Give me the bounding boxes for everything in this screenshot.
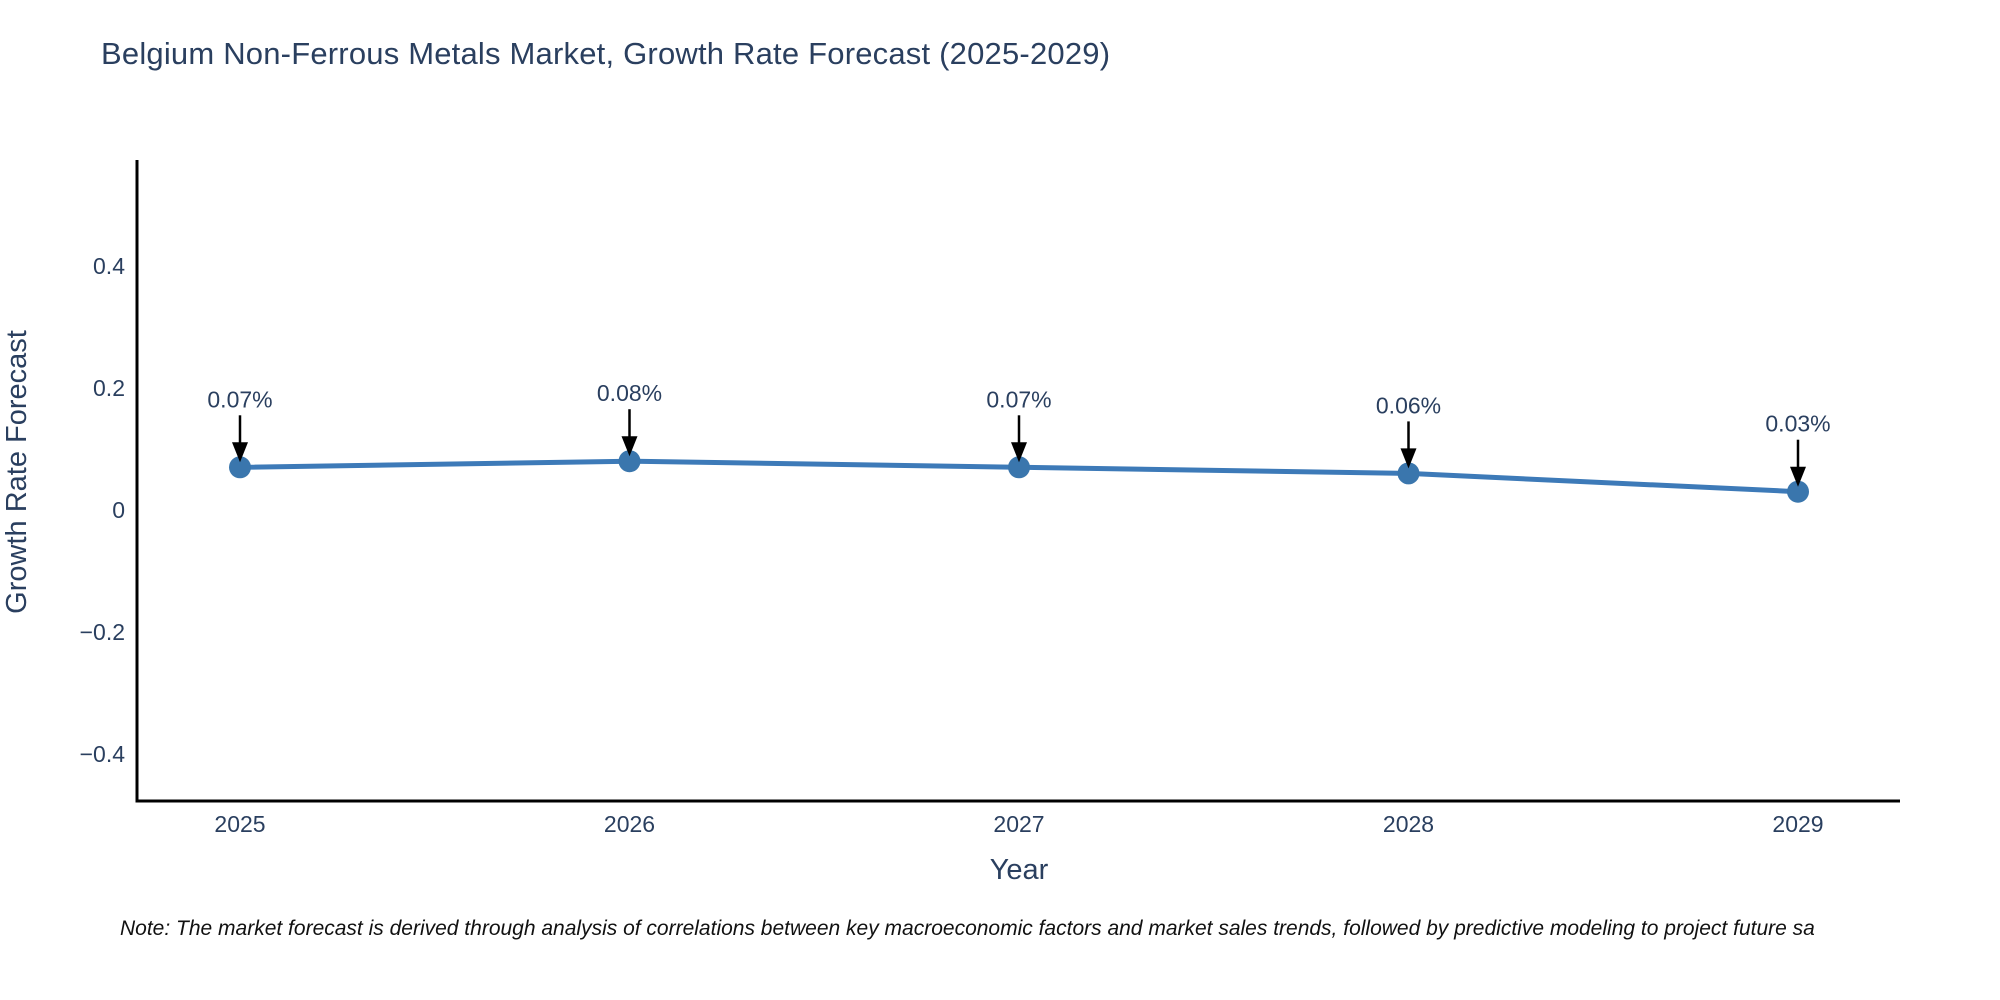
annotation-label-2027: 0.07% (986, 386, 1051, 412)
x-tick-label-2028: 2028 (1383, 811, 1434, 837)
annotation-arrowhead-2025 (232, 442, 248, 463)
y-tick-label-0: 0 (112, 497, 125, 523)
data-point-2028 (1397, 462, 1420, 485)
annotation-label-2029: 0.03% (1765, 411, 1830, 437)
y-tick-label-0.4: 0.4 (93, 253, 125, 279)
y-tick-label-−0.4: −0.4 (80, 741, 126, 767)
annotation-arrowhead-2026 (621, 436, 638, 457)
annotation-label-2028: 0.06% (1376, 392, 1441, 418)
y-tick-label-−0.2: −0.2 (80, 619, 125, 645)
data-point-2025 (229, 456, 251, 479)
x-axis-title: Year (990, 854, 1049, 886)
x-tick-label-2027: 2027 (993, 811, 1044, 837)
annotation-arrowhead-2029 (1790, 466, 1806, 487)
annotation-arrowhead-2027 (1011, 442, 1027, 463)
x-tick-label-2029: 2029 (1772, 811, 1823, 837)
x-tick-label-2025: 2025 (214, 811, 265, 837)
data-point-2027 (1008, 456, 1030, 479)
x-tick-label-2026: 2026 (604, 811, 655, 837)
data-point-2026 (618, 450, 641, 473)
chart-title: Belgium Non-Ferrous Metals Market, Growt… (101, 36, 1111, 71)
footnote: Note: The market forecast is derived thr… (120, 917, 1815, 940)
annotation-label-2025: 0.07% (207, 386, 272, 412)
annotation-arrowhead-2028 (1400, 448, 1417, 469)
y-axis-title: Growth Rate Forecast (1, 330, 33, 614)
data-point-2029 (1787, 480, 1809, 503)
annotation-label-2026: 0.08% (597, 380, 662, 406)
y-tick-label-0.2: 0.2 (93, 375, 125, 401)
